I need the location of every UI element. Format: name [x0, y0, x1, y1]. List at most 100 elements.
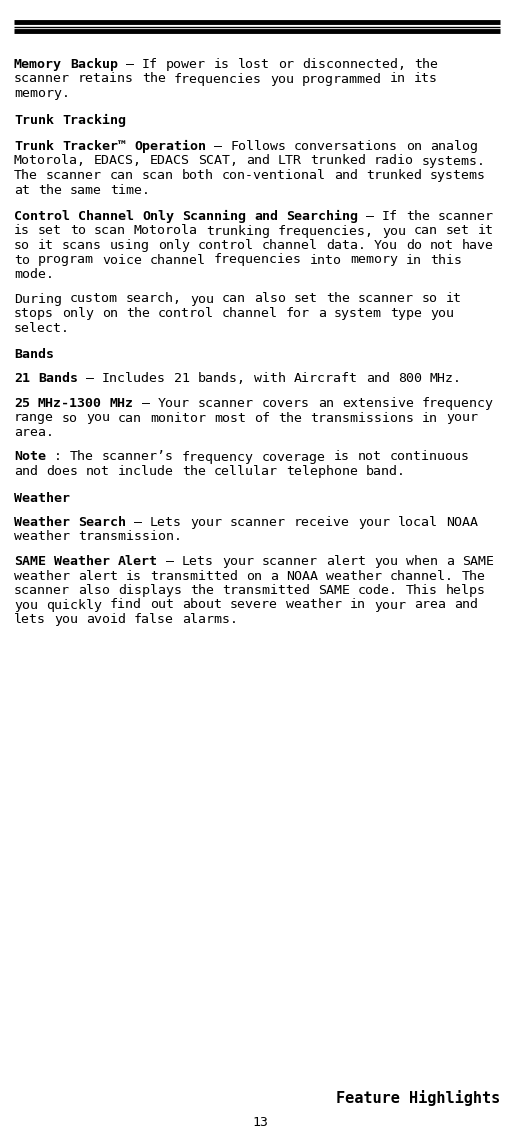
Text: stops: stops: [14, 307, 54, 320]
Text: alarms.: alarms.: [182, 613, 238, 626]
Text: extensive: extensive: [342, 397, 414, 410]
Text: is: is: [14, 225, 30, 238]
Text: systems: systems: [430, 169, 486, 183]
Text: scanner’s: scanner’s: [102, 450, 174, 464]
Text: memory.: memory.: [14, 87, 70, 100]
Text: only: only: [62, 307, 94, 320]
Text: at: at: [14, 184, 30, 196]
Text: Search: Search: [78, 515, 126, 529]
Text: systems.: systems.: [422, 155, 486, 168]
Text: so: so: [422, 293, 438, 305]
Text: conversations: conversations: [294, 140, 398, 153]
Text: both: both: [182, 169, 214, 183]
Text: you: you: [270, 72, 294, 85]
Text: on: on: [406, 140, 422, 153]
Text: same: same: [70, 184, 102, 196]
Text: Weather: Weather: [14, 515, 70, 529]
Text: weather: weather: [14, 569, 70, 582]
Text: set: set: [38, 225, 62, 238]
Text: Includes: Includes: [102, 372, 166, 386]
Text: trunking: trunking: [206, 225, 270, 238]
Text: area.: area.: [14, 426, 54, 439]
Text: code.: code.: [358, 584, 398, 597]
Text: bands,: bands,: [198, 372, 246, 386]
Text: displays: displays: [118, 584, 182, 597]
Text: trunked: trunked: [310, 155, 366, 168]
Text: Bands: Bands: [14, 348, 54, 360]
Text: Follows: Follows: [230, 140, 286, 153]
Text: to: to: [70, 225, 86, 238]
Text: Backup: Backup: [70, 59, 118, 71]
Text: set: set: [446, 225, 470, 238]
Text: and: and: [454, 598, 478, 612]
Text: into: into: [310, 254, 342, 266]
Text: NOAA: NOAA: [286, 569, 318, 582]
Text: to: to: [14, 254, 30, 266]
Text: SAME: SAME: [462, 554, 494, 568]
Text: Scanning: Scanning: [182, 210, 246, 223]
Text: also: also: [78, 584, 110, 597]
Text: NOAA: NOAA: [446, 515, 478, 529]
Text: cellular: cellular: [214, 465, 278, 478]
Text: The: The: [70, 450, 94, 464]
Text: program: program: [38, 254, 94, 266]
Text: continuous: continuous: [390, 450, 470, 464]
Text: coverage: coverage: [262, 450, 326, 464]
Text: Weather: Weather: [14, 491, 70, 504]
Text: weather: weather: [286, 598, 342, 612]
Text: lost: lost: [238, 59, 270, 71]
Text: covers: covers: [262, 397, 310, 410]
Text: Motorola,: Motorola,: [14, 155, 86, 168]
Text: frequencies: frequencies: [174, 72, 262, 85]
Text: memory: memory: [350, 254, 398, 266]
Text: using: using: [110, 239, 150, 253]
Text: it: it: [446, 293, 462, 305]
Text: set: set: [294, 293, 318, 305]
Text: scans: scans: [62, 239, 102, 253]
Text: scanner: scanner: [46, 169, 102, 183]
Text: –: –: [166, 554, 174, 568]
Text: a: a: [446, 554, 454, 568]
Text: in: in: [406, 254, 422, 266]
Text: your: your: [222, 554, 254, 568]
Text: scanner: scanner: [262, 554, 318, 568]
Text: your: your: [190, 515, 222, 529]
Text: :: :: [54, 450, 62, 464]
Text: is: is: [214, 59, 230, 71]
Text: alert: alert: [78, 569, 118, 582]
Text: –: –: [134, 515, 142, 529]
Text: transmission.: transmission.: [78, 530, 182, 543]
Text: lets: lets: [14, 613, 46, 626]
Text: area: area: [414, 598, 446, 612]
Text: the: the: [142, 72, 166, 85]
Text: –: –: [214, 140, 222, 153]
Text: or: or: [278, 59, 294, 71]
Text: scanner: scanner: [438, 210, 494, 223]
Text: also: also: [254, 293, 286, 305]
Text: you: you: [382, 225, 406, 238]
Text: helps: helps: [446, 584, 486, 597]
Text: Weather: Weather: [54, 554, 110, 568]
Text: trunked: trunked: [366, 169, 422, 183]
Text: 800: 800: [398, 372, 422, 386]
Text: and: and: [334, 169, 358, 183]
Text: you: you: [14, 598, 38, 612]
Text: in: in: [422, 411, 438, 425]
Text: Tracker™: Tracker™: [62, 140, 126, 153]
Text: voice: voice: [102, 254, 142, 266]
Text: Memory: Memory: [14, 59, 62, 71]
Text: time.: time.: [110, 184, 150, 196]
Text: not: not: [86, 465, 110, 478]
Text: scanner: scanner: [198, 397, 254, 410]
Text: scanner: scanner: [14, 584, 70, 597]
Text: have: have: [462, 239, 494, 253]
Text: Bands: Bands: [38, 372, 78, 386]
Text: the: the: [38, 184, 62, 196]
Text: you: you: [54, 613, 78, 626]
Text: quickly: quickly: [46, 598, 102, 612]
Text: transmitted: transmitted: [222, 584, 310, 597]
Text: control: control: [198, 239, 254, 253]
Text: your: your: [446, 411, 478, 425]
Text: and: and: [366, 372, 390, 386]
Text: of: of: [254, 411, 270, 425]
